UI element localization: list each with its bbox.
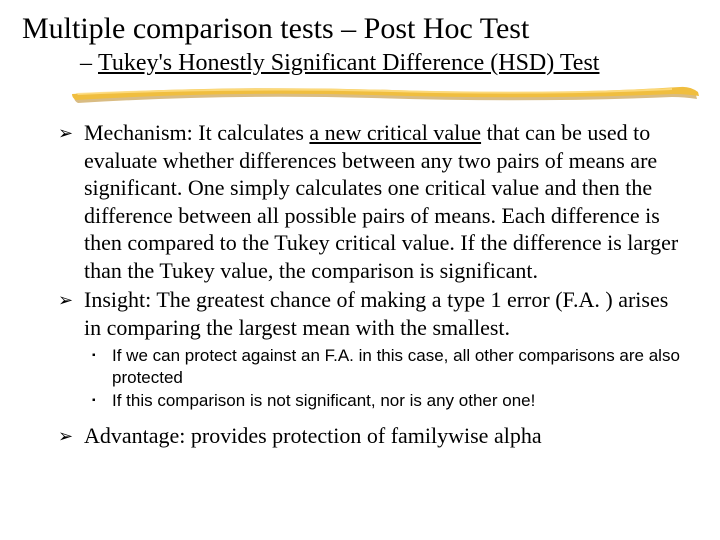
mechanism-text: Mechanism: It calculates a new critical … [84,119,680,284]
slide: Multiple comparison tests – Post Hoc Tes… [0,0,720,540]
sub-bullet-1: ▪ If we can protect against an F.A. in t… [92,345,680,388]
body-list: ➢ Mechanism: It calculates a new critica… [58,119,680,341]
arrow-icon: ➢ [58,286,84,314]
sub-list: ▪ If we can protect against an F.A. in t… [92,345,680,412]
slide-subtitle: –Tukey's Honestly Significant Difference… [80,49,698,78]
square-icon: ▪ [92,345,112,367]
advantage-text: Advantage: provides protection of family… [84,422,680,450]
bullet-mechanism: ➢ Mechanism: It calculates a new critica… [58,119,680,284]
final-list: ➢ Advantage: provides protection of fami… [58,422,680,450]
subtitle-dash: – [80,49,92,78]
mechanism-prefix: Mechanism: It calculates [84,120,309,145]
bullet-insight: ➢ Insight: The greatest chance of making… [58,286,680,341]
sub-bullet-2: ▪ If this comparison is not significant,… [92,390,680,412]
square-icon: ▪ [92,390,112,412]
mechanism-underlined: a new critical value [309,120,481,145]
bullet-advantage: ➢ Advantage: provides protection of fami… [58,422,680,450]
arrow-icon: ➢ [58,119,84,147]
subtitle-text: Tukey's Honestly Significant Difference … [98,50,599,76]
sub-text-2: If this comparison is not significant, n… [112,390,680,411]
arrow-icon: ➢ [58,422,84,450]
brush-underline-decoration [72,83,702,105]
insight-text: Insight: The greatest chance of making a… [84,286,680,341]
sub-text-1: If we can protect against an F.A. in thi… [112,345,680,388]
slide-title: Multiple comparison tests – Post Hoc Tes… [22,12,698,47]
